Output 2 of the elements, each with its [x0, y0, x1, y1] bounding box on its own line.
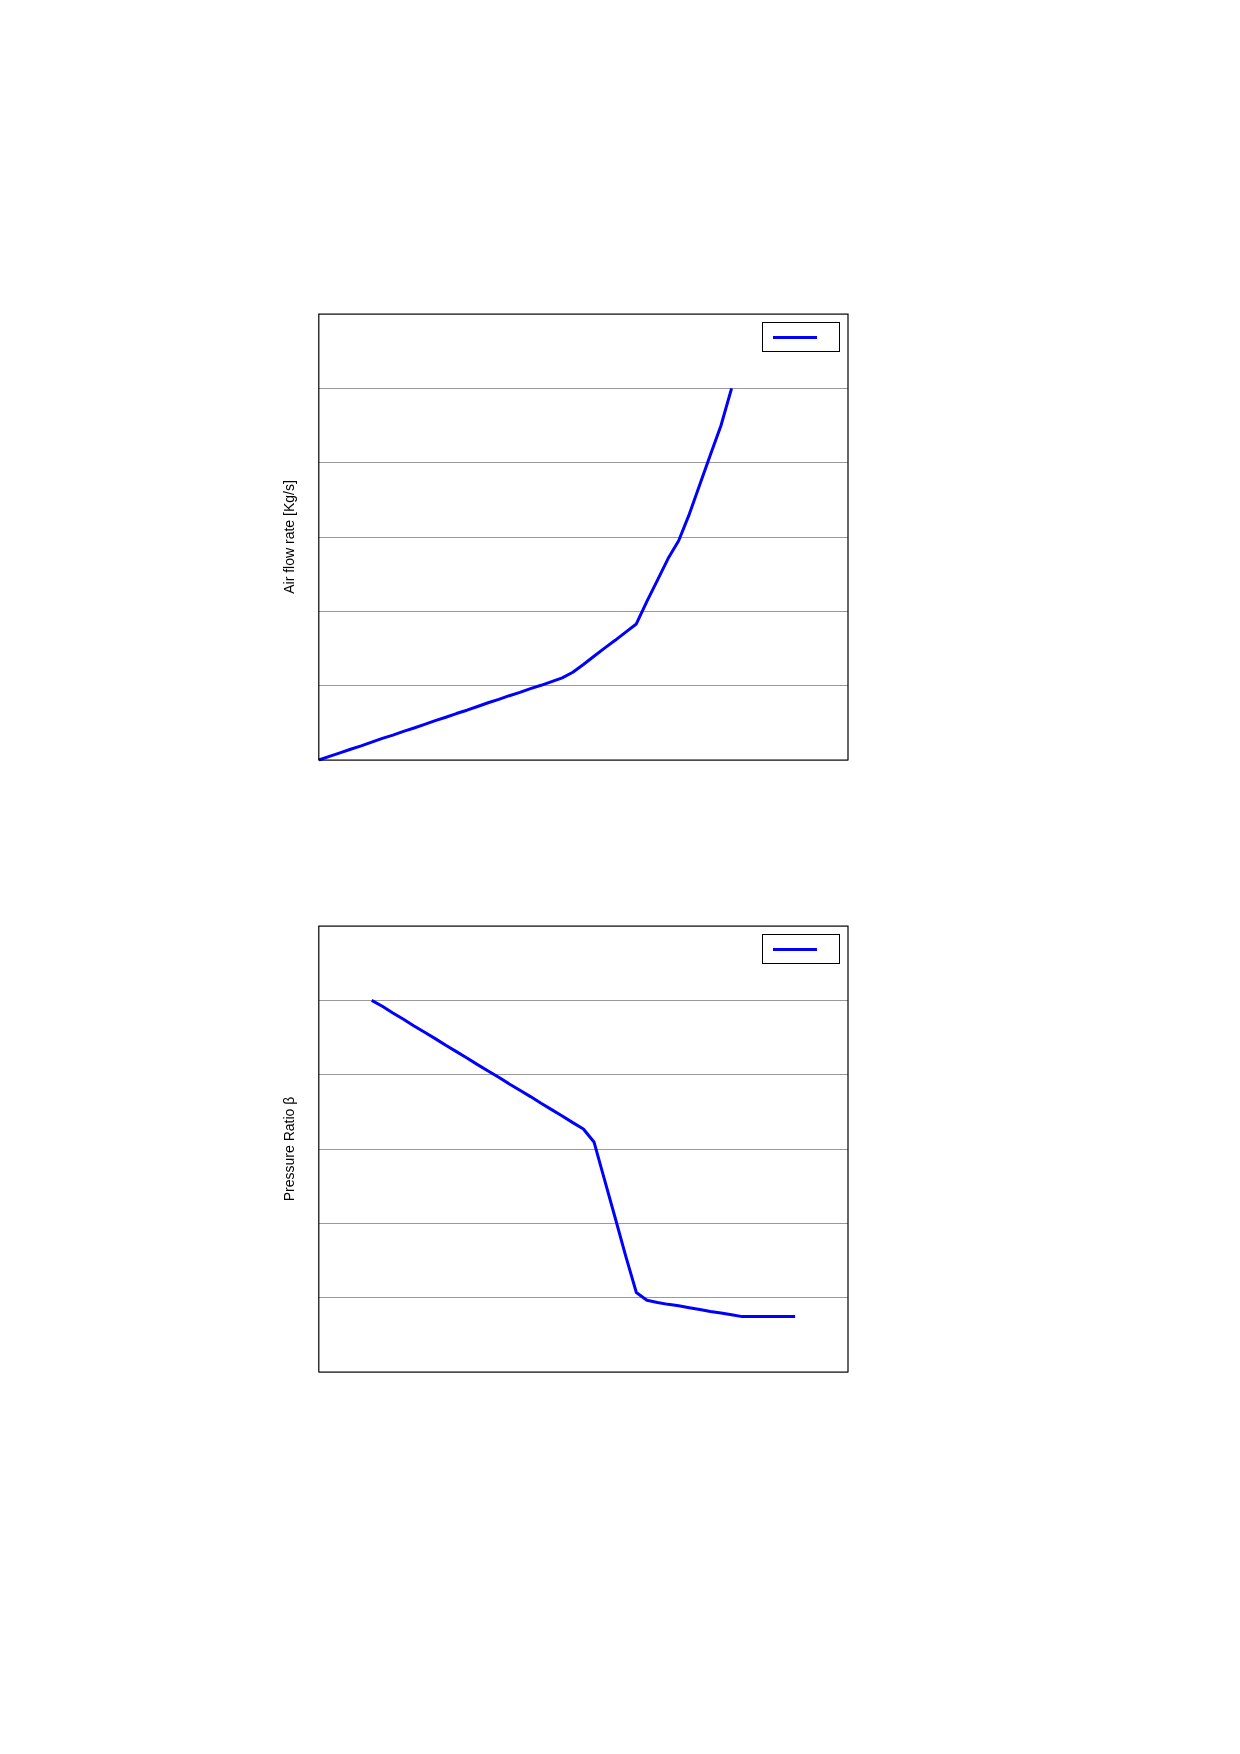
y-axis-title: Pressure Ratio β — [281, 1096, 298, 1202]
y-axis-title: Air flow rate [Kg/s] — [281, 480, 298, 594]
